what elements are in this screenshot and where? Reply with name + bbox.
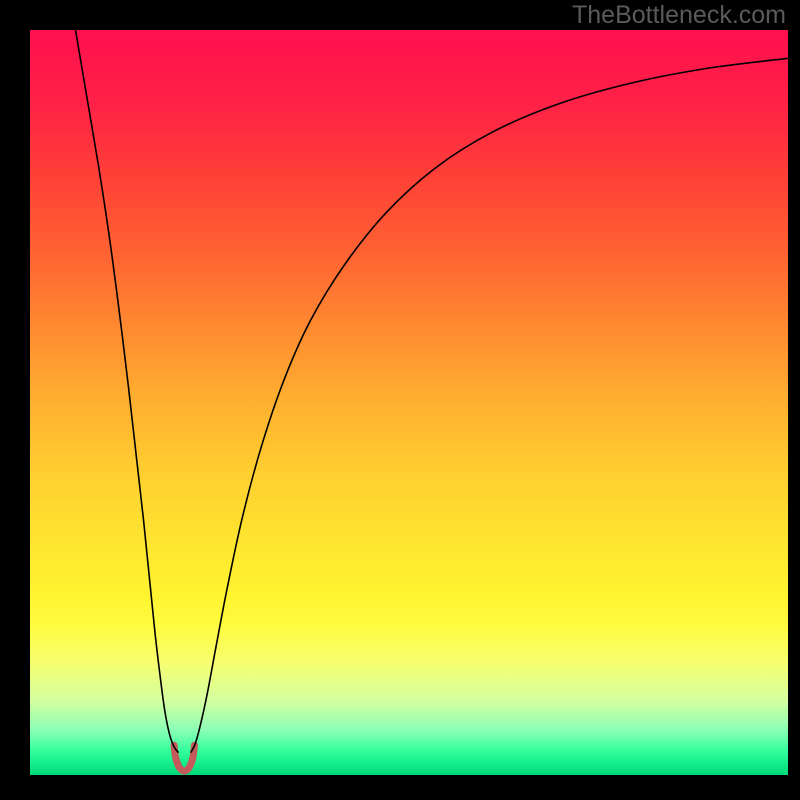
chart-frame: TheBottleneck.com — [0, 0, 800, 800]
curve-left-branch — [75, 30, 178, 753]
marker-u-shape — [174, 745, 194, 771]
curve-layer — [30, 30, 788, 775]
plot-area — [30, 30, 788, 775]
curve-right-branch — [191, 58, 788, 752]
watermark-text: TheBottleneck.com — [572, 1, 786, 30]
